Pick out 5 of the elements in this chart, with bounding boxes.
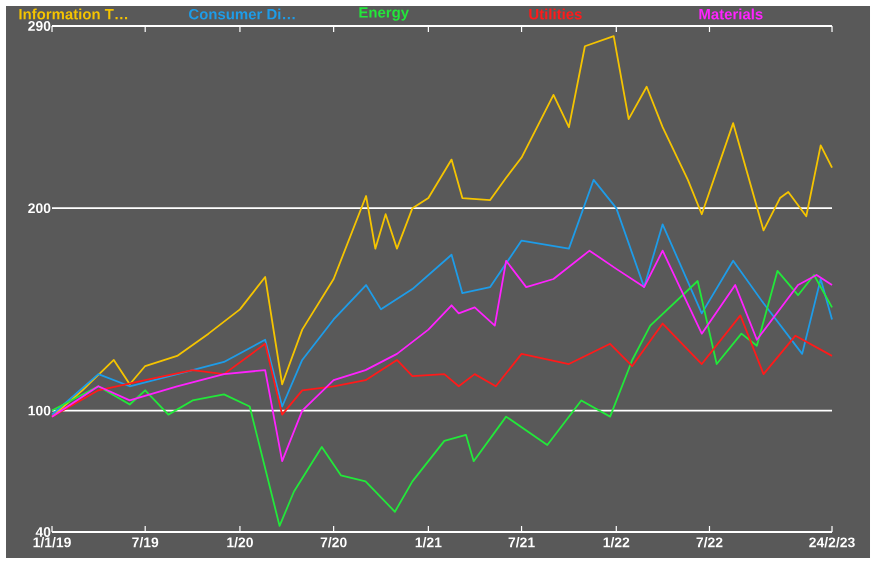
line-series bbox=[51, 178, 833, 416]
line-series bbox=[51, 35, 833, 418]
line-series bbox=[51, 314, 833, 418]
line-series bbox=[51, 249, 833, 463]
line-series bbox=[51, 270, 833, 527]
